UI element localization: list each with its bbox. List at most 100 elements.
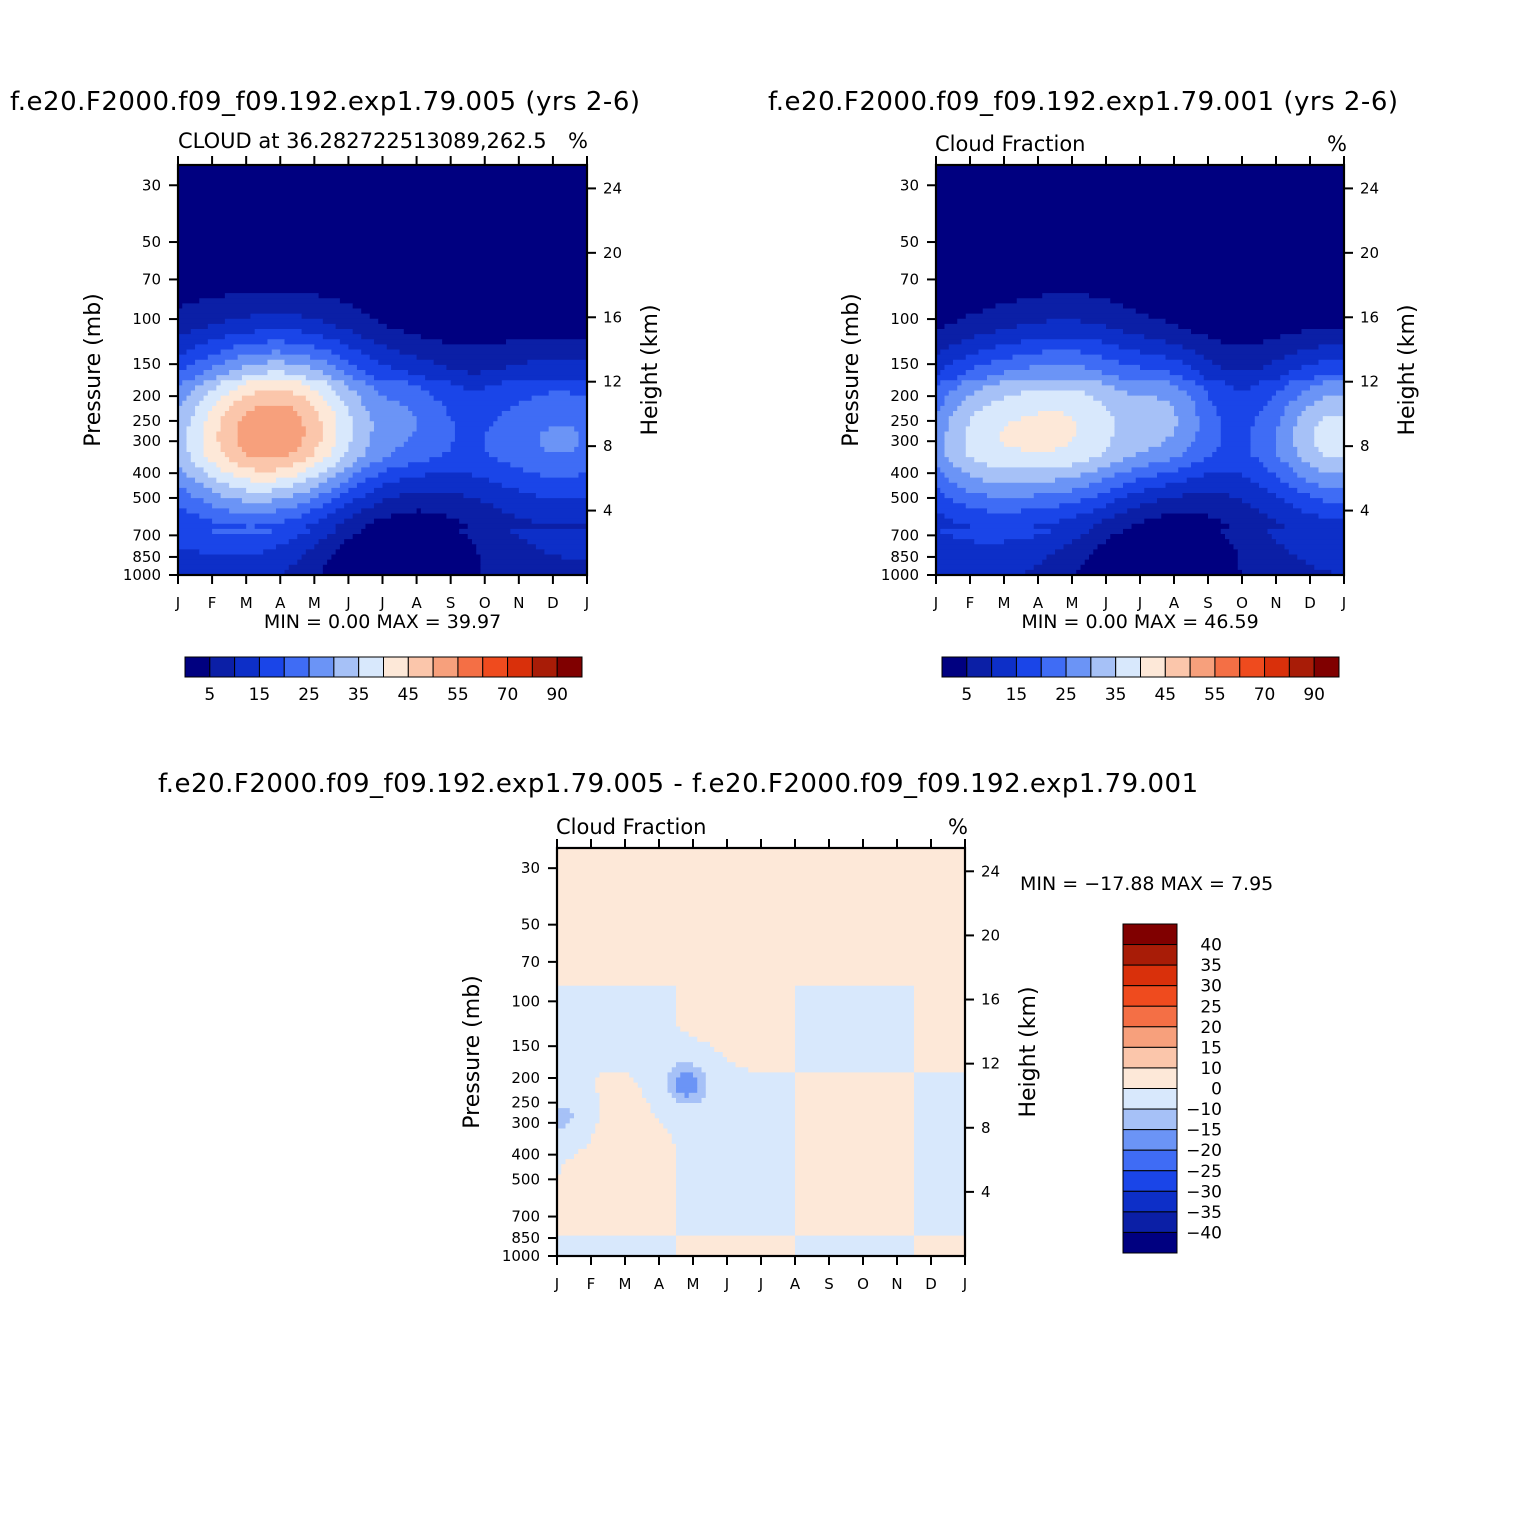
contour-cell	[705, 1072, 796, 1078]
contour-cell	[267, 339, 285, 345]
contour-cell	[416, 508, 422, 514]
contour-cell	[484, 446, 545, 453]
contour-cell	[1110, 441, 1162, 448]
contour-cell	[1280, 416, 1298, 422]
contour-cell	[178, 457, 192, 463]
contour-cell	[301, 380, 328, 386]
contour-cell	[178, 221, 588, 227]
contour-cell	[953, 534, 1035, 540]
contour-cell	[322, 395, 341, 402]
x-tick-label: A	[275, 594, 286, 612]
colorbar-swatch	[1122, 1067, 1178, 1089]
contour-cell	[595, 1077, 634, 1083]
contour-cell	[433, 359, 528, 366]
contour-cell	[795, 1199, 915, 1206]
contour-cell	[914, 1128, 966, 1134]
contour-cell	[795, 1031, 915, 1038]
contour-cell	[1280, 375, 1315, 381]
contour-cell	[1220, 416, 1256, 422]
contour-cell	[1293, 436, 1315, 443]
contour-cell	[557, 934, 966, 941]
contour-cell	[965, 395, 1005, 402]
contour-cell	[178, 293, 226, 299]
contour-cell	[1263, 405, 1285, 412]
contour-cell	[586, 1143, 677, 1150]
contour-cell	[914, 1189, 966, 1196]
contour-cell	[1288, 482, 1319, 489]
contour-cell	[1140, 349, 1196, 356]
contour-cell	[378, 472, 426, 479]
contour-cell	[327, 359, 349, 366]
colorbar-swatch	[1122, 1026, 1178, 1048]
contour-cell	[178, 441, 187, 448]
contour-cell	[591, 1138, 673, 1145]
contour-cell	[369, 462, 409, 468]
contour-cell	[1305, 405, 1345, 412]
contour-cell	[557, 1240, 677, 1247]
contour-cell	[961, 467, 1098, 473]
contour-cell	[190, 421, 204, 427]
contour-cell	[795, 1189, 915, 1196]
contour-cell	[936, 559, 1043, 566]
contour-cell	[195, 477, 217, 484]
y2-tick-label: 8	[1360, 437, 1370, 455]
contour-cell	[676, 1250, 796, 1257]
contour-cell	[1314, 441, 1345, 448]
contour-cell	[982, 477, 1056, 484]
contour-cell	[216, 477, 251, 484]
colorbar-swatch	[258, 656, 285, 678]
contour-cell	[369, 313, 588, 320]
colorbar-label: 15	[249, 685, 271, 705]
colorbar-swatch	[1122, 944, 1178, 966]
contour-cell	[1123, 482, 1166, 489]
contour-cell	[914, 1062, 966, 1068]
contour-cell	[348, 411, 371, 417]
contour-cell	[186, 446, 204, 453]
contour-cell	[1191, 441, 1222, 448]
contour-cell	[676, 1174, 796, 1180]
contour-cell	[936, 523, 971, 530]
contour-cell	[914, 990, 966, 997]
contour-cell	[557, 1154, 575, 1160]
contour-cell	[936, 175, 1345, 181]
contour-cell	[654, 1113, 796, 1119]
contour-cell	[727, 1057, 796, 1063]
contour-cell	[178, 359, 196, 366]
contour-cell	[795, 1230, 915, 1236]
contour-cell	[795, 1006, 915, 1012]
contour-cell	[676, 1164, 796, 1170]
panel-3-contour-field	[557, 848, 966, 1257]
contour-cell	[212, 528, 273, 535]
contour-cell	[327, 380, 345, 386]
contour-cell	[936, 446, 945, 453]
contour-cell	[1097, 493, 1128, 499]
contour-cell	[178, 375, 196, 381]
contour-cell	[1076, 421, 1115, 427]
x-tick-label: O	[1236, 594, 1248, 612]
y2-tick-label: 20	[603, 244, 622, 262]
contour-cell	[186, 426, 204, 432]
contour-cell	[412, 431, 456, 438]
contour-cell	[237, 431, 307, 438]
contour-cell	[936, 195, 1345, 202]
contour-cell	[237, 441, 302, 448]
contour-cell	[365, 477, 400, 484]
contour-cell	[595, 1082, 639, 1089]
contour-cell	[178, 385, 196, 391]
contour-cell	[335, 323, 388, 330]
contour-cell	[1229, 493, 1277, 499]
contour-cell	[186, 487, 213, 494]
contour-cell	[1293, 467, 1319, 473]
contour-cell	[940, 487, 967, 494]
contour-cell	[246, 452, 290, 458]
y-axis-label: Pressure (mb)	[460, 975, 485, 1129]
panel-1-contour-field	[178, 165, 588, 576]
contour-cell	[1195, 405, 1217, 412]
contour-cell	[995, 329, 1124, 335]
contour-cell	[178, 185, 588, 192]
contour-cell	[1220, 421, 1256, 427]
contour-cell	[195, 359, 226, 366]
contour-cell	[557, 1026, 681, 1032]
contour-cell	[671, 1092, 685, 1099]
contour-cell	[676, 1087, 698, 1094]
